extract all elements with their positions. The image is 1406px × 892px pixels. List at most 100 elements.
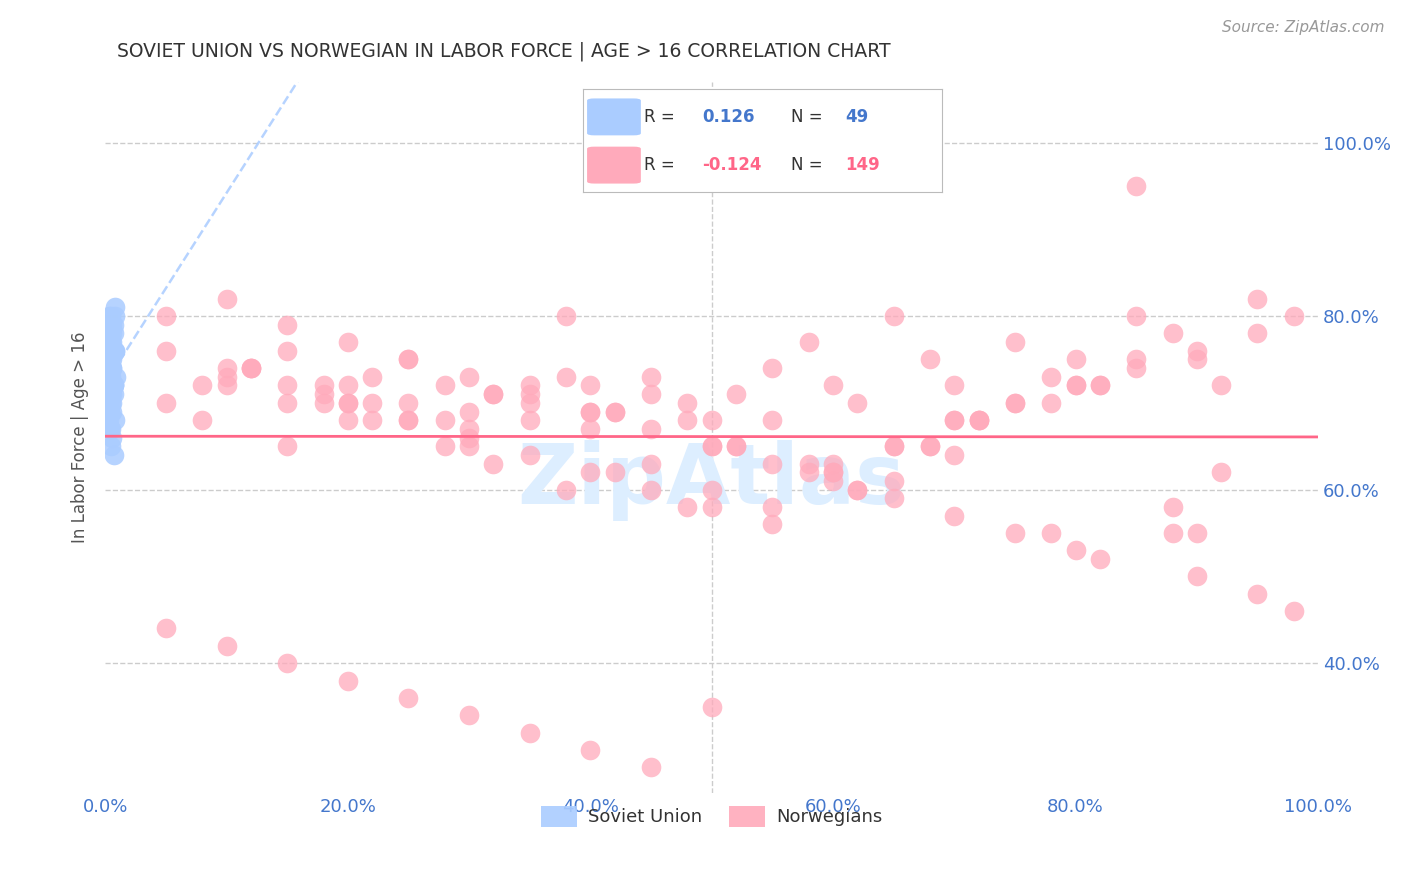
Point [724,439,747,453]
Point [846,483,869,497]
Point [98,352,121,367]
Point [579,422,602,436]
Point [821,457,844,471]
Point [398,690,420,705]
Point [943,413,966,427]
Point [101,318,124,332]
Point [97,352,120,367]
Point [100,422,122,436]
Point [821,465,844,479]
FancyBboxPatch shape [588,146,641,184]
Point [967,413,990,427]
Point [700,439,723,453]
Point [215,292,238,306]
Text: 149: 149 [845,156,880,174]
Point [100,369,122,384]
Point [676,500,699,514]
Point [1209,378,1232,392]
Point [918,352,941,367]
Point [700,483,723,497]
Point [1064,378,1087,392]
Point [398,413,420,427]
Point [1004,396,1026,410]
Point [1125,309,1147,323]
Point [98,335,121,350]
Text: 0.126: 0.126 [702,108,754,126]
Point [97,309,120,323]
Point [98,352,121,367]
Point [191,413,214,427]
Point [1209,465,1232,479]
Point [1088,552,1111,566]
Point [101,361,124,376]
Point [103,318,125,332]
Point [1088,378,1111,392]
Point [519,725,541,739]
Point [519,448,541,462]
Point [918,439,941,453]
Point [103,378,125,392]
Point [155,343,177,358]
Point [1004,526,1026,541]
Point [603,465,626,479]
Point [967,413,990,427]
Point [519,387,541,401]
Point [555,309,578,323]
Text: Source: ZipAtlas.com: Source: ZipAtlas.com [1222,20,1385,35]
Point [1185,343,1208,358]
Point [276,378,298,392]
Point [100,378,122,392]
Point [215,361,238,376]
Point [239,361,262,376]
Point [640,457,662,471]
Point [101,387,124,401]
Text: R =: R = [644,156,675,174]
Point [676,413,699,427]
Point [918,439,941,453]
Point [458,404,481,418]
Point [761,413,783,427]
Point [100,309,122,323]
Point [1004,335,1026,350]
Point [519,396,541,410]
Point [943,413,966,427]
Point [821,474,844,488]
Point [761,457,783,471]
Text: -0.124: -0.124 [702,156,761,174]
Point [97,369,120,384]
Point [155,396,177,410]
Point [336,378,359,392]
Point [821,378,844,392]
Text: 49: 49 [845,108,869,126]
Point [1064,543,1087,558]
Point [100,361,122,376]
Point [215,369,238,384]
Point [700,439,723,453]
Point [101,361,124,376]
Point [433,413,456,427]
Point [458,439,481,453]
Point [1088,378,1111,392]
Point [1246,326,1268,341]
Point [579,465,602,479]
Point [640,483,662,497]
Point [100,439,122,453]
Point [761,517,783,532]
Point [103,326,125,341]
Point [1282,604,1305,618]
Point [103,378,125,392]
Point [104,343,127,358]
Point [103,448,125,462]
Point [312,378,335,392]
Point [1246,587,1268,601]
FancyBboxPatch shape [588,98,641,136]
Point [603,404,626,418]
Point [482,387,505,401]
Point [519,413,541,427]
Point [458,708,481,723]
Point [1125,352,1147,367]
Point [104,301,127,315]
Point [101,404,124,418]
Point [883,309,905,323]
Point [104,309,127,323]
